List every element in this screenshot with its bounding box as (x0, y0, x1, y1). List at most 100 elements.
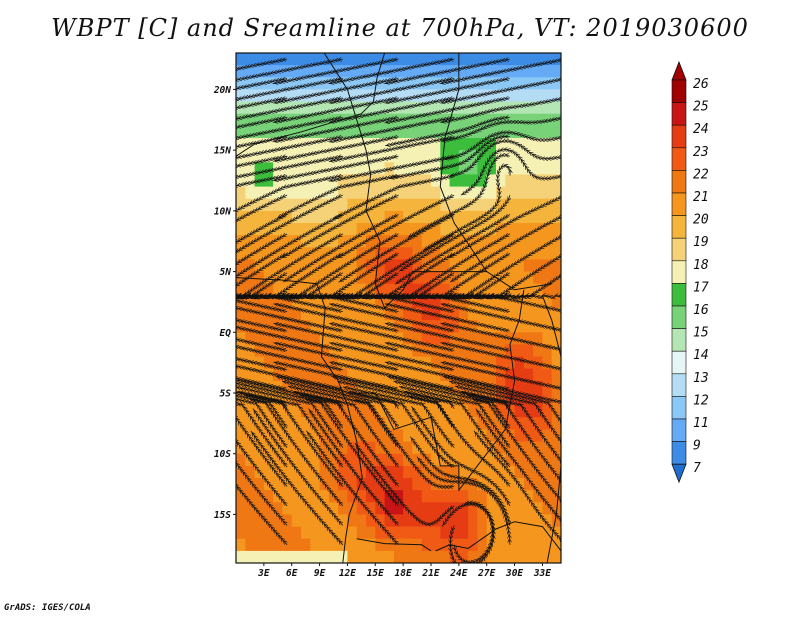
field-cell (393, 247, 404, 260)
field-cell (245, 550, 256, 563)
field-cell (468, 526, 478, 540)
field-cell (551, 550, 561, 563)
field-cell (477, 490, 488, 503)
field-cell (273, 490, 283, 503)
field-cell (523, 295, 534, 309)
field-cell (449, 478, 460, 491)
field-cell (551, 65, 561, 78)
field-cell (468, 174, 478, 188)
field-cell (523, 101, 534, 115)
field-cell (458, 113, 469, 127)
field-cell (393, 453, 404, 467)
field-cell (263, 538, 274, 552)
field-cell (403, 514, 413, 528)
field-cell (533, 478, 543, 491)
lon-axis: 3E 6E 9E 12E 15E 18E 21E 24E 27E 30E 33E (257, 563, 551, 579)
field-cell (551, 162, 561, 175)
field-cell (533, 89, 543, 103)
field-cell (245, 514, 256, 528)
field-cell (366, 332, 376, 345)
grads-credit: GrADS: IGES/COLA (4, 603, 91, 613)
field-cell (542, 368, 553, 382)
field-cell (458, 89, 469, 103)
lon-tick-label: 9E (314, 568, 326, 579)
field-cell (458, 186, 469, 200)
field-cell (282, 453, 293, 467)
field-cell (282, 65, 293, 78)
field-cell (291, 283, 302, 297)
field-cell (236, 53, 246, 66)
field-cell (523, 417, 534, 430)
field-cell (542, 283, 553, 297)
field-cell (523, 308, 534, 321)
field-cell (356, 150, 367, 163)
field-cell (477, 247, 488, 260)
field-cell (310, 235, 321, 248)
field-cell (533, 186, 543, 200)
field-cell (421, 502, 432, 515)
field-cell (338, 429, 348, 443)
streamline (236, 137, 288, 148)
field-cell (496, 53, 506, 66)
field-cell (477, 320, 488, 333)
field-cell (310, 320, 321, 333)
field-cell (319, 223, 330, 236)
field-cell (403, 125, 413, 139)
field-cell (338, 235, 348, 248)
field-cell (375, 89, 386, 103)
field-cell (421, 308, 432, 321)
field-cell (514, 478, 525, 491)
field-cell (496, 271, 506, 285)
field-cell (458, 514, 469, 528)
field-cell (533, 368, 543, 382)
field-cell (551, 53, 561, 66)
field-cell (245, 223, 256, 236)
field-cell (403, 186, 413, 200)
field-cell (291, 332, 302, 345)
field-cell (505, 113, 516, 127)
field-cell (245, 174, 256, 188)
field-cell (338, 186, 348, 200)
field-cell (328, 514, 339, 528)
field-cell (310, 332, 321, 345)
field-cell (496, 138, 506, 151)
field-cell (542, 453, 553, 467)
field-cell (384, 441, 395, 455)
field-cell (301, 125, 311, 139)
field-cell (319, 198, 330, 212)
field-cell (542, 162, 553, 175)
field-cell (542, 417, 553, 430)
field-cell (263, 550, 274, 563)
field-cell (328, 538, 339, 552)
field-cell (291, 502, 302, 515)
field-cell (440, 453, 451, 467)
field-cell (347, 138, 358, 151)
field-cell (440, 271, 451, 285)
field-cell (533, 344, 543, 358)
field-cell (319, 550, 330, 563)
field-cell (236, 429, 246, 443)
field-cell (338, 162, 348, 175)
lon-tick-label: 12E (339, 568, 356, 579)
field-cell (403, 247, 413, 260)
field-cell (310, 113, 321, 127)
field-cell (301, 101, 311, 115)
field-cell (347, 186, 358, 200)
colorbar-segment (671, 373, 687, 397)
field-cell (291, 538, 302, 552)
field-cell (375, 210, 386, 224)
field-cell (486, 65, 497, 78)
field-cell (477, 465, 488, 479)
colorbar-label: 14 (693, 348, 709, 363)
wbpt-field (236, 53, 561, 563)
field-cell (338, 502, 348, 515)
field-cell (421, 405, 432, 418)
field-cell (393, 550, 404, 563)
field-cell (254, 125, 265, 139)
field-cell (245, 429, 256, 443)
field-cell (523, 198, 534, 212)
field-cell (412, 478, 423, 491)
field-cell (551, 417, 561, 430)
field-cell (431, 478, 441, 491)
field-cell (431, 174, 441, 188)
